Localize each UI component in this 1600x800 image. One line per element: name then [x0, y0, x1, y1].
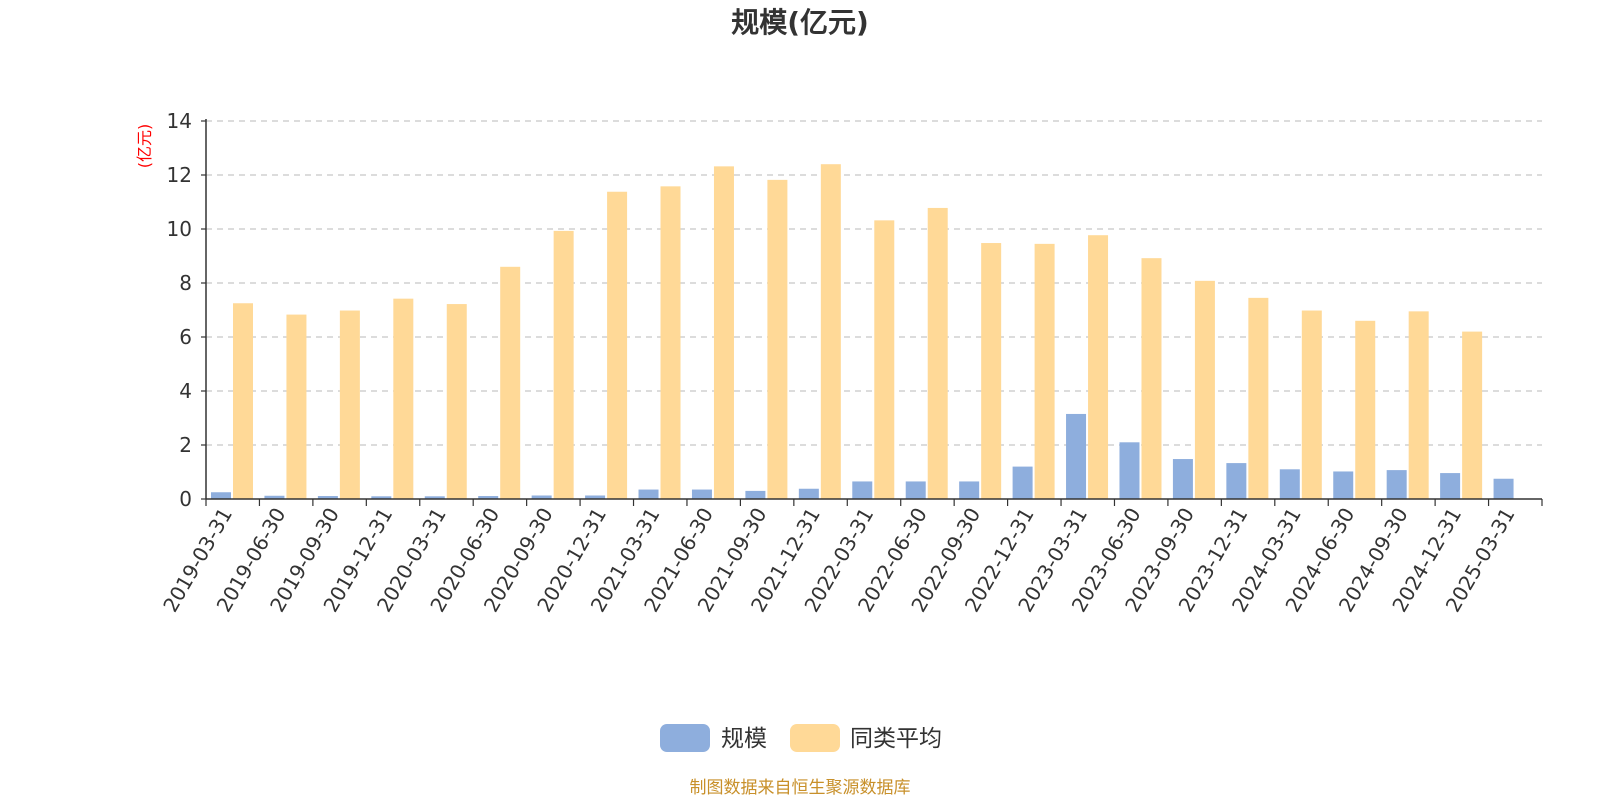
bar-scale — [691, 489, 712, 499]
bar-scale — [1333, 471, 1354, 499]
bar-scale — [424, 496, 445, 499]
legend-swatch — [660, 724, 710, 752]
bar-peer-average — [1194, 280, 1215, 499]
bar-scale — [638, 489, 659, 499]
bar-peer-average — [767, 179, 788, 500]
bar-scale — [905, 481, 926, 499]
legend: 规模 同类平均 — [660, 724, 942, 752]
y-tick-label: 12 — [167, 163, 192, 187]
legend-swatch — [790, 724, 840, 752]
bar-peer-average — [1248, 297, 1269, 499]
bar-peer-average — [1355, 320, 1376, 499]
bar-scale — [852, 481, 873, 499]
bar-scale — [264, 495, 285, 499]
bar-peer-average — [339, 310, 360, 499]
y-tick-label: 0 — [179, 487, 192, 511]
y-tick-label: 10 — [167, 217, 192, 241]
bar-scale — [1119, 442, 1140, 499]
bar-peer-average — [820, 164, 841, 499]
bar-scale — [959, 481, 980, 499]
y-tick-label: 8 — [179, 271, 192, 295]
bar-peer-average — [233, 303, 253, 499]
bar-peer-average — [981, 243, 1002, 499]
x-axis-ticks: 2019-03-312019-06-302019-09-302019-12-31… — [158, 499, 1543, 616]
y-tick-label: 14 — [167, 109, 192, 133]
bar-scale — [317, 496, 338, 499]
bar-scale — [1386, 470, 1407, 499]
bar-peer-average — [1408, 311, 1429, 499]
legend-label: 同类平均 — [850, 726, 942, 752]
bar-scale — [371, 496, 392, 499]
legend-label: 规模 — [721, 726, 767, 752]
bar-peer-average — [1462, 331, 1483, 499]
y-tick-label: 2 — [179, 433, 192, 457]
bar-scale — [1279, 469, 1300, 499]
bar-scale — [1066, 413, 1087, 499]
bar-scale — [1226, 463, 1247, 499]
bar-peer-average — [1141, 258, 1162, 499]
bar-peer-average — [660, 186, 681, 499]
data-source-note: 制图数据来自恒生聚源数据库 — [690, 778, 911, 798]
y-axis-ticks: 0 2 4 6 8 10 12 14 — [167, 109, 206, 511]
bar-peer-average — [500, 266, 521, 499]
y-tick-label: 4 — [179, 379, 192, 403]
y-tick-label: 6 — [179, 325, 192, 349]
bar-peer-average — [874, 220, 895, 500]
bar-peer-average — [607, 191, 628, 500]
y-axis-unit-label: (亿元) — [135, 124, 154, 169]
bar-scale — [1440, 473, 1461, 499]
bar-scale — [798, 488, 819, 499]
bar-peer-average — [1301, 310, 1322, 499]
axes — [205, 119, 1542, 500]
bar-scale — [1012, 466, 1033, 499]
bar-peer-average — [927, 207, 948, 499]
bar-peer-average — [553, 230, 574, 499]
bar-peer-average — [446, 304, 467, 499]
bar-scale — [585, 495, 606, 499]
bar-peer-average — [1088, 235, 1109, 499]
bar-scale — [211, 492, 231, 499]
bar-peer-average — [1034, 243, 1055, 499]
bar-scale — [1493, 478, 1514, 499]
bar-peer-average — [286, 314, 307, 499]
bar-peer-average — [393, 298, 414, 499]
bar-scale — [531, 495, 552, 499]
bar-peer-average — [713, 166, 734, 500]
bars — [211, 164, 1514, 500]
bar-scale — [478, 496, 499, 499]
bar-scale — [745, 490, 766, 499]
bar-scale — [1172, 459, 1193, 499]
chart-title: 规模(亿元) — [731, 6, 869, 39]
